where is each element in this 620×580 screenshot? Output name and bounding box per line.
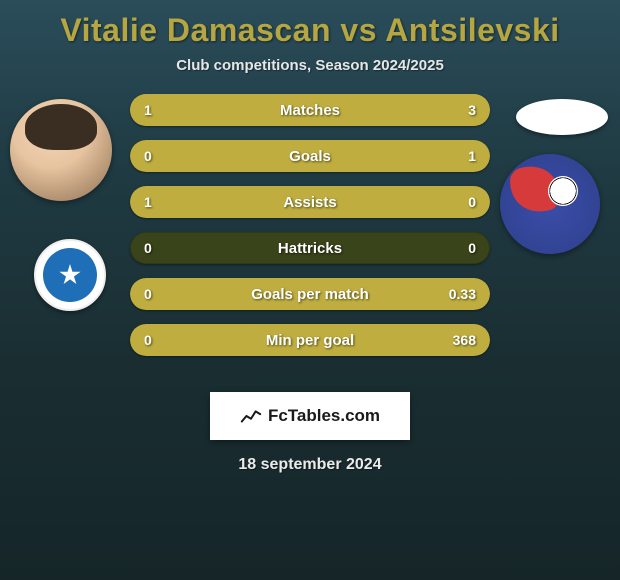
stat-bar: 0368Min per goal [130, 324, 490, 356]
player-right-club-logo [500, 154, 600, 254]
main-area: 13Matches 01Goals 10Assists 0 0Hattricks 00.3… [0, 94, 620, 374]
brand-text: FcTables.com [268, 406, 380, 426]
stat-bar: 00.33Goals per match [130, 278, 490, 310]
stat-label: Hattricks [130, 232, 490, 264]
player-right-avatar-placeholder [516, 99, 608, 135]
player-left-club-logo [34, 239, 106, 311]
stat-bar: 10Assists [130, 186, 490, 218]
player-left-avatar [10, 99, 112, 201]
stat-bars: 13Matches 01Goals 10Assists 0 0Hattricks 00.3… [130, 94, 490, 370]
stat-bar: 0 0Hattricks [130, 232, 490, 264]
stat-bar: 01Goals [130, 140, 490, 172]
stat-bar: 13Matches [130, 94, 490, 126]
stat-left-value: 0 [144, 232, 152, 264]
comparison-subtitle: Club competitions, Season 2024/2025 [0, 57, 620, 74]
comparison-title: Vitalie Damascan vs Antsilevski [0, 0, 620, 49]
comparison-date: 18 september 2024 [0, 456, 620, 474]
right-side-avatars [500, 94, 620, 374]
comparison-card: Vitalie Damascan vs Antsilevski Club com… [0, 0, 620, 580]
left-side-avatars [0, 94, 120, 374]
brand-box: FcTables.com [210, 392, 410, 440]
fctables-logo-icon [240, 405, 262, 427]
stat-right-value: 0 [468, 232, 476, 264]
